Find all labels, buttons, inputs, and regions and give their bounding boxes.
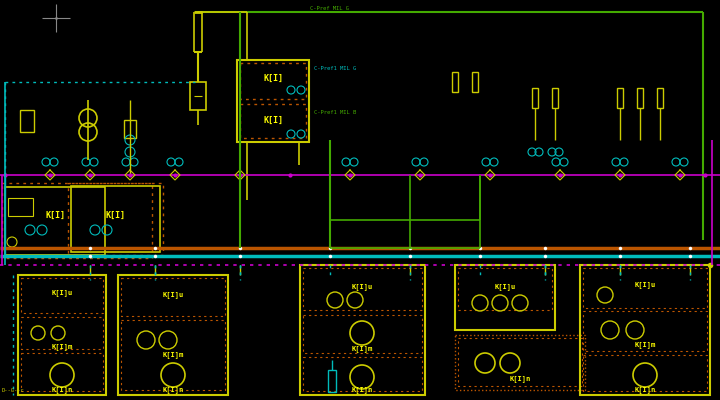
Bar: [21, 317, 103, 349]
Text: K[I]m: K[I]m: [51, 344, 73, 350]
Bar: [124, 120, 136, 138]
Text: K[I]n: K[I]n: [351, 386, 373, 394]
Bar: [21, 353, 103, 391]
Bar: [20, 110, 34, 132]
Bar: [580, 265, 710, 395]
Text: K[I]: K[I]: [105, 210, 125, 220]
Bar: [552, 88, 558, 108]
Text: C-Pref1 MIL G: C-Pref1 MIL G: [314, 66, 356, 70]
Text: K[I]: K[I]: [45, 210, 65, 220]
Text: K[I]u: K[I]u: [634, 282, 656, 288]
Bar: [458, 338, 582, 386]
Bar: [121, 278, 225, 316]
Text: K[I]m: K[I]m: [351, 346, 373, 352]
Bar: [458, 268, 552, 310]
Bar: [583, 311, 707, 351]
Bar: [2, 183, 152, 258]
Bar: [71, 186, 160, 252]
Bar: [237, 60, 309, 142]
Text: K[I]m: K[I]m: [163, 352, 184, 358]
Bar: [190, 82, 206, 110]
Text: K[I]u: K[I]u: [351, 284, 373, 290]
Bar: [303, 268, 422, 310]
Text: C-Pref1 MIL B: C-Pref1 MIL B: [314, 110, 356, 116]
Text: K[I]u: K[I]u: [163, 292, 184, 298]
Bar: [240, 63, 306, 99]
Text: K[I]n: K[I]n: [634, 386, 656, 394]
Bar: [328, 370, 336, 392]
Bar: [617, 88, 623, 108]
Bar: [472, 72, 478, 92]
Bar: [8, 198, 33, 216]
Text: C-Pref MIL G: C-Pref MIL G: [310, 6, 349, 10]
Bar: [583, 268, 707, 308]
Bar: [657, 88, 663, 108]
Text: K[I]u: K[I]u: [51, 290, 73, 296]
Bar: [532, 88, 538, 108]
Bar: [118, 275, 228, 395]
Bar: [121, 320, 225, 390]
Text: K[I]: K[I]: [263, 74, 283, 82]
Bar: [455, 335, 585, 390]
Bar: [18, 275, 106, 395]
Bar: [637, 88, 643, 108]
Text: K[I]n: K[I]n: [51, 386, 73, 394]
Bar: [452, 72, 458, 92]
Bar: [240, 104, 306, 138]
Text: D--G--c: D--G--c: [2, 388, 24, 392]
Bar: [303, 315, 422, 353]
Text: K[I]n: K[I]n: [163, 386, 184, 394]
Text: K[I]m: K[I]m: [634, 342, 656, 348]
Text: K[I]u: K[I]u: [495, 284, 516, 290]
Text: K[I]: K[I]: [263, 116, 283, 124]
Bar: [583, 355, 707, 391]
Bar: [303, 357, 422, 391]
Bar: [455, 265, 555, 330]
Bar: [300, 265, 425, 395]
Bar: [68, 183, 163, 255]
Text: K[I]n: K[I]n: [509, 376, 531, 382]
Bar: [5, 187, 105, 255]
Bar: [21, 278, 103, 313]
